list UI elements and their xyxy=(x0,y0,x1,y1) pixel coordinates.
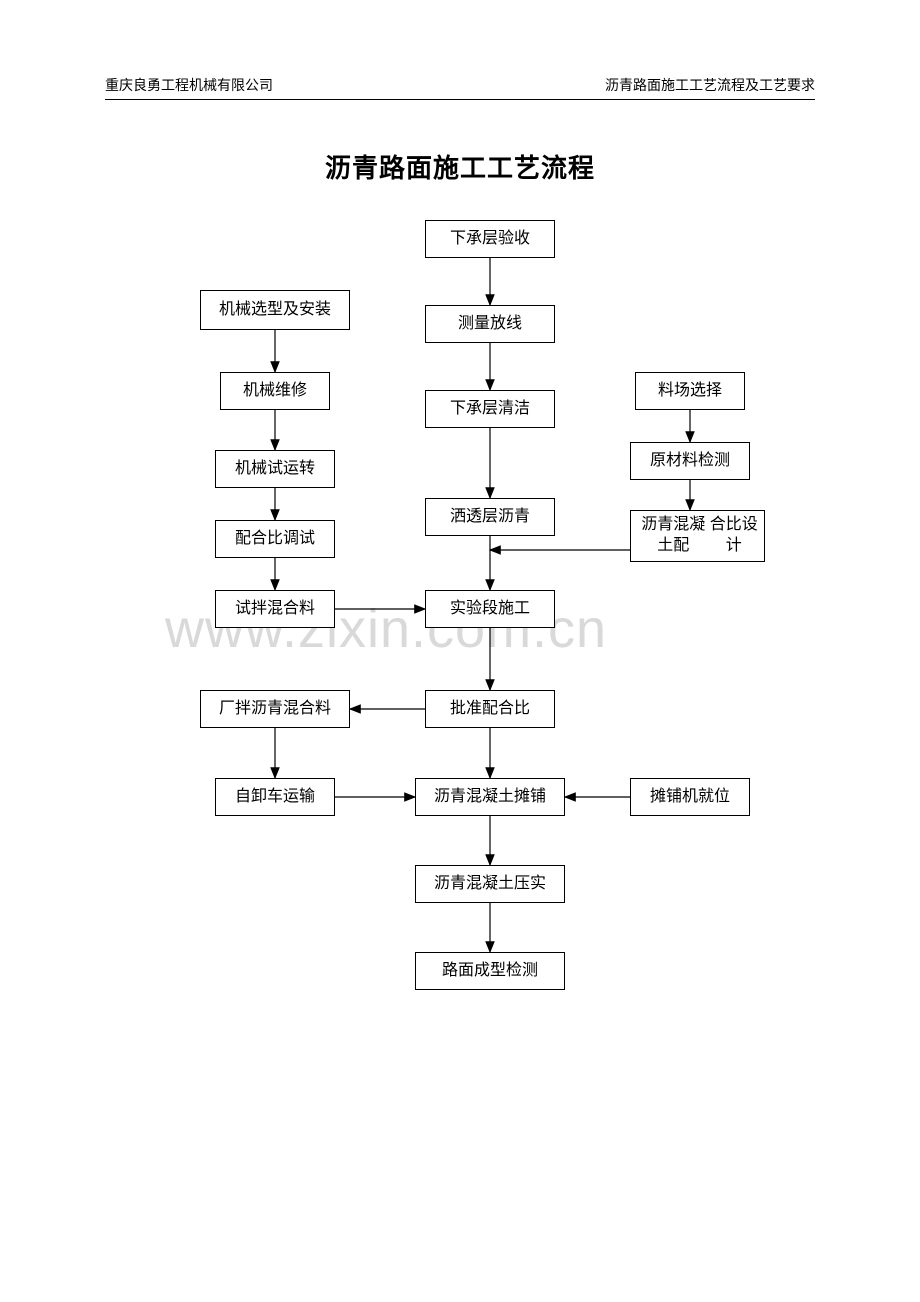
flowchart-node: 厂拌沥青混合料 xyxy=(200,690,350,728)
flowchart-node: 试拌混合料 xyxy=(215,590,335,628)
flowchart-node: 自卸车运输 xyxy=(215,778,335,816)
document-title: 沥青路面施工工艺流程 xyxy=(105,148,815,185)
flowchart-node: 沥青混凝土压实 xyxy=(415,865,565,903)
header-left: 重庆良勇工程机械有限公司 xyxy=(105,75,273,95)
flowchart-node: 配合比调试 xyxy=(215,520,335,558)
flowchart-node: 下承层验收 xyxy=(425,220,555,258)
page-container: 重庆良勇工程机械有限公司 沥青路面施工工艺流程及工艺要求 沥青路面施工工艺流程 xyxy=(105,75,815,185)
flowchart-node: 机械维修 xyxy=(220,372,330,410)
flowchart-node: 测量放线 xyxy=(425,305,555,343)
flowchart-node: 批准配合比 xyxy=(425,690,555,728)
flowchart-node: 料场选择 xyxy=(635,372,745,410)
flowchart-node: 路面成型检测 xyxy=(415,952,565,990)
flowchart-node: 摊铺机就位 xyxy=(630,778,750,816)
header-row: 重庆良勇工程机械有限公司 沥青路面施工工艺流程及工艺要求 xyxy=(105,75,815,100)
flowchart-canvas: www.zixin.com.cn 下承层验收测量放线下承层清洁洒透层沥青实验段施… xyxy=(105,210,815,1040)
flowchart-node: 机械选型及安装 xyxy=(200,290,350,330)
flowchart-node: 沥青混凝土摊铺 xyxy=(415,778,565,816)
flowchart-node: 实验段施工 xyxy=(425,590,555,628)
flowchart-node: 下承层清洁 xyxy=(425,390,555,428)
header-right: 沥青路面施工工艺流程及工艺要求 xyxy=(605,75,815,95)
flowchart-node: 洒透层沥青 xyxy=(425,498,555,536)
flowchart-node: 机械试运转 xyxy=(215,450,335,488)
flowchart-node: 原材料检测 xyxy=(630,442,750,480)
flowchart-node: 沥青混凝土配合比设计 xyxy=(630,510,765,562)
